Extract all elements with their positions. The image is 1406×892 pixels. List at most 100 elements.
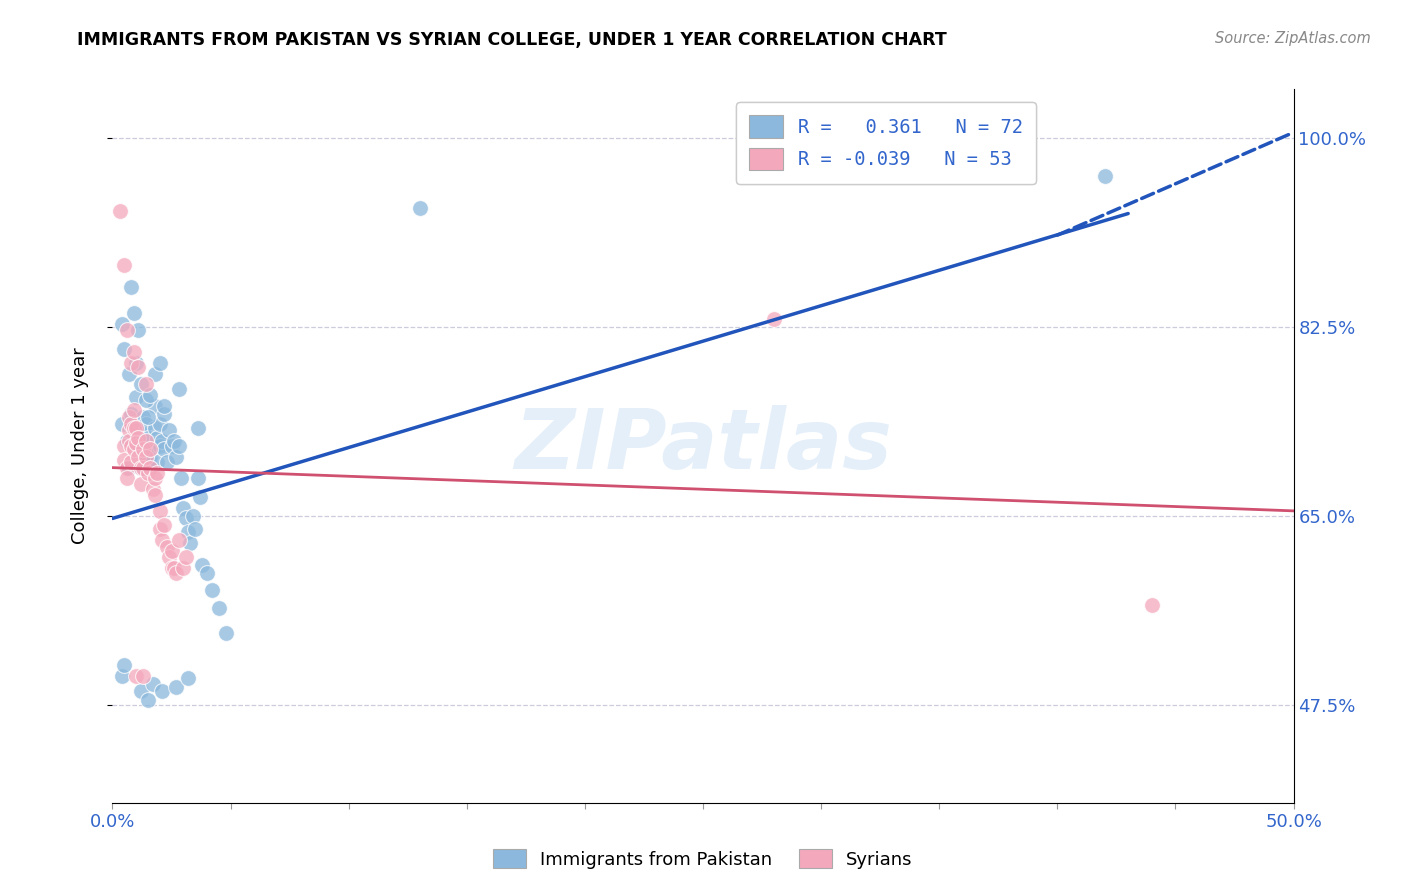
Point: [143, 367, 166, 381]
Point: [143, 488, 166, 502]
Point: [112, 342, 135, 356]
Point: [118, 367, 141, 381]
Point: [122, 403, 145, 417]
Point: [127, 450, 149, 464]
Point: [165, 680, 187, 694]
Point: [174, 511, 197, 525]
Point: [143, 420, 166, 434]
Point: [172, 561, 194, 575]
Point: [143, 399, 166, 413]
Point: [149, 522, 172, 536]
Point: [188, 490, 211, 504]
Point: [111, 669, 134, 683]
Point: [112, 439, 135, 453]
Point: [136, 693, 159, 707]
Point: [136, 409, 159, 424]
Point: [170, 471, 193, 485]
Point: [118, 409, 141, 424]
Point: [174, 550, 197, 565]
Legend: Immigrants from Pakistan, Syrians: Immigrants from Pakistan, Syrians: [486, 841, 920, 876]
Point: [208, 601, 231, 615]
Point: [111, 317, 134, 331]
Point: [120, 455, 142, 469]
Point: [118, 460, 141, 475]
Point: [177, 672, 200, 686]
Point: [186, 420, 208, 434]
Point: [408, 201, 430, 215]
Point: [112, 453, 135, 467]
Point: [120, 356, 142, 370]
Point: [167, 382, 190, 396]
Point: [139, 460, 162, 475]
Point: [122, 442, 145, 457]
Point: [139, 460, 162, 475]
Point: [167, 533, 190, 547]
Text: IMMIGRANTS FROM PAKISTAN VS SYRIAN COLLEGE, UNDER 1 YEAR CORRELATION CHART: IMMIGRANTS FROM PAKISTAN VS SYRIAN COLLE…: [77, 31, 948, 49]
Point: [120, 439, 142, 453]
Point: [132, 669, 155, 683]
Point: [191, 558, 214, 572]
Point: [156, 455, 179, 469]
Text: ZIPatlas: ZIPatlas: [515, 406, 891, 486]
Point: [120, 407, 142, 421]
Point: [129, 377, 152, 392]
Point: [118, 423, 141, 437]
Point: [125, 435, 148, 450]
Point: [143, 471, 166, 485]
Point: [160, 561, 183, 575]
Point: [129, 460, 152, 475]
Point: [142, 677, 165, 691]
Point: [136, 466, 159, 480]
Point: [125, 420, 148, 434]
Point: [146, 466, 169, 480]
Point: [184, 522, 207, 536]
Legend: R =   0.361   N = 72, R = -0.039   N = 53: R = 0.361 N = 72, R = -0.039 N = 53: [737, 103, 1036, 184]
Point: [160, 439, 183, 453]
Point: [195, 566, 218, 580]
Point: [132, 409, 155, 424]
Point: [139, 388, 162, 402]
Point: [149, 417, 172, 432]
Point: [163, 561, 186, 575]
Point: [127, 323, 149, 337]
Point: [160, 544, 183, 558]
Point: [165, 566, 187, 580]
Point: [153, 442, 176, 457]
Point: [129, 476, 152, 491]
Point: [127, 439, 149, 453]
Point: [149, 356, 172, 370]
Point: [120, 417, 142, 432]
Point: [125, 390, 148, 404]
Point: [139, 442, 162, 457]
Point: [127, 360, 149, 375]
Point: [201, 582, 224, 597]
Point: [153, 517, 176, 532]
Point: [181, 509, 204, 524]
Point: [186, 471, 208, 485]
Point: [122, 420, 145, 434]
Point: [153, 407, 176, 421]
Point: [139, 450, 162, 464]
Point: [172, 500, 194, 515]
Point: [156, 540, 179, 554]
Point: [136, 432, 159, 446]
Point: [146, 455, 169, 469]
Point: [762, 312, 785, 326]
Point: [149, 504, 172, 518]
Point: [108, 204, 131, 219]
Point: [146, 432, 169, 446]
Point: [149, 439, 172, 453]
Point: [1140, 598, 1163, 612]
Point: [120, 280, 142, 294]
Point: [163, 434, 186, 448]
Point: [150, 684, 173, 698]
Point: [1094, 169, 1116, 183]
Point: [125, 356, 148, 370]
Text: Source: ZipAtlas.com: Source: ZipAtlas.com: [1215, 31, 1371, 46]
Point: [135, 392, 157, 407]
Point: [135, 434, 157, 448]
Point: [115, 434, 138, 448]
Point: [177, 525, 200, 540]
Point: [111, 417, 134, 432]
Point: [112, 658, 135, 673]
